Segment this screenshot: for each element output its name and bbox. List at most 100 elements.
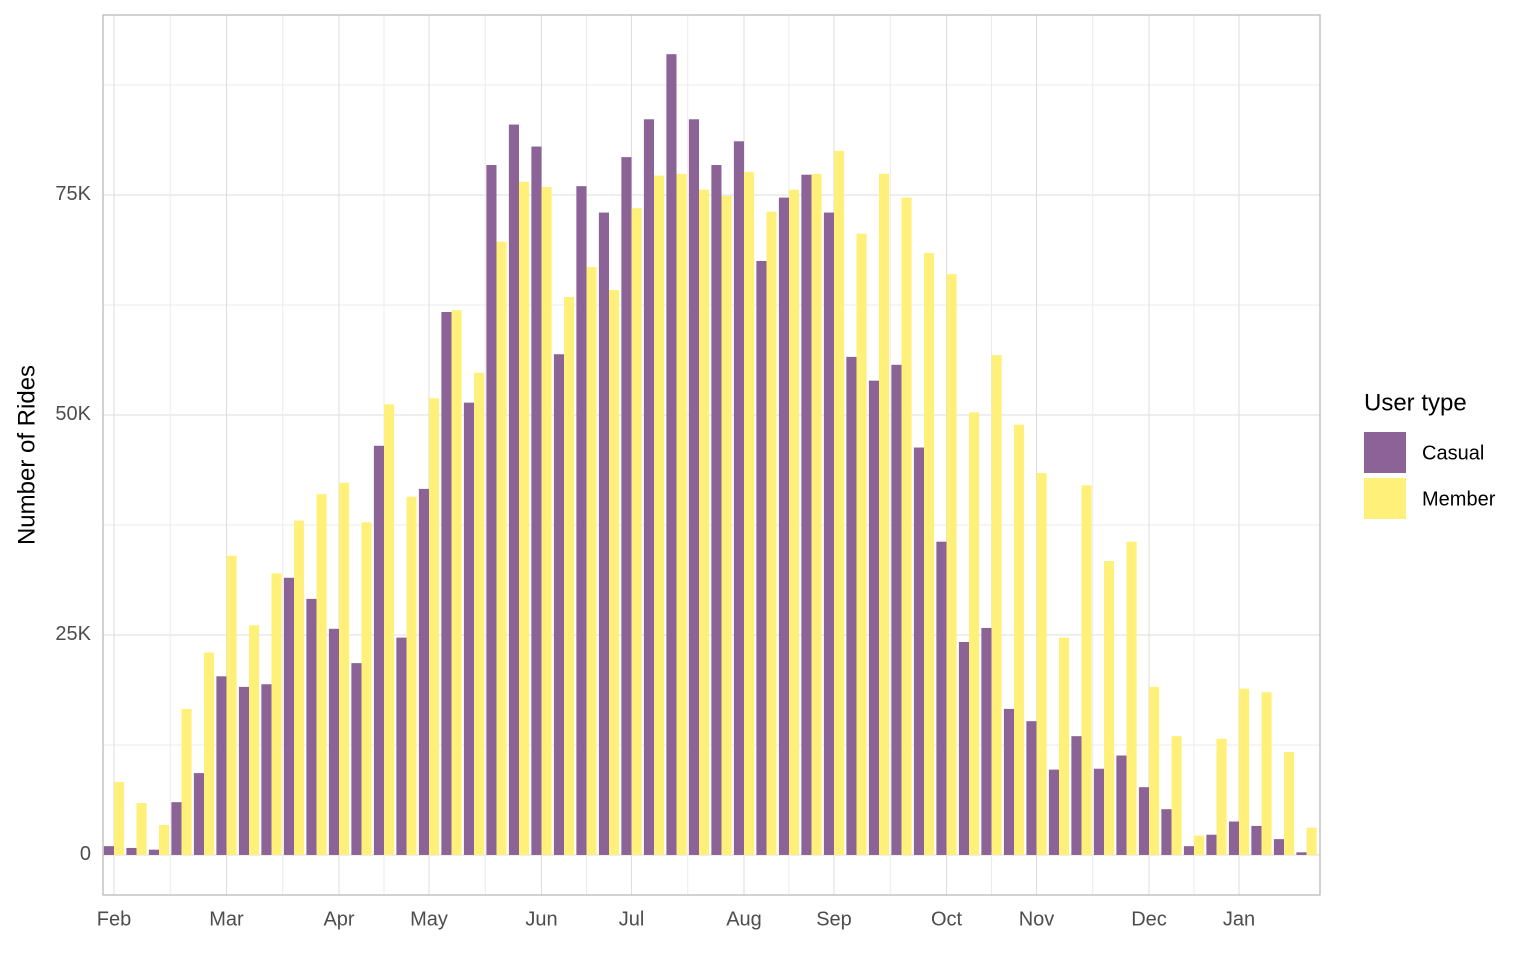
bar <box>1206 834 1217 855</box>
bar <box>1228 821 1239 855</box>
x-tick-label: May <box>410 908 448 930</box>
bar <box>1239 688 1250 855</box>
bar <box>1161 809 1172 855</box>
bar <box>1261 692 1272 855</box>
bar <box>711 165 722 855</box>
bar <box>508 124 519 855</box>
bar <box>924 253 935 855</box>
bar <box>429 398 440 855</box>
x-tick-label: Apr <box>323 908 354 930</box>
bar <box>271 573 282 855</box>
bar <box>1014 424 1025 855</box>
bar <box>576 186 587 855</box>
bar <box>103 846 114 855</box>
bar <box>609 290 620 855</box>
bar <box>541 187 552 855</box>
bar <box>936 541 947 855</box>
bar <box>733 141 744 855</box>
legend-key <box>1364 432 1406 473</box>
bar <box>1194 835 1205 855</box>
bar <box>249 625 260 855</box>
bar <box>856 233 867 855</box>
bar <box>373 445 384 855</box>
bar <box>1081 485 1092 855</box>
bar <box>946 274 957 855</box>
bar <box>1149 686 1160 855</box>
bar <box>1093 768 1104 855</box>
bar <box>171 802 182 855</box>
bar <box>1048 769 1059 855</box>
bar <box>699 189 710 855</box>
bar <box>913 447 924 855</box>
bar <box>226 555 237 855</box>
bar <box>396 637 407 855</box>
bar <box>238 686 249 855</box>
bar <box>519 181 530 855</box>
x-tick-label: Jul <box>619 908 645 930</box>
bar <box>1026 721 1037 855</box>
bar <box>766 211 777 855</box>
bar <box>958 642 969 855</box>
bar <box>1138 787 1149 855</box>
legend-label: Casual <box>1422 442 1484 464</box>
y-tick-label: 25K <box>55 623 91 645</box>
legend-label: Member <box>1422 488 1496 510</box>
bar <box>1273 839 1284 855</box>
bar <box>1116 755 1127 855</box>
y-tick-label: 50K <box>55 403 91 425</box>
bar <box>126 847 137 855</box>
bar <box>384 404 395 855</box>
bar <box>789 189 800 855</box>
bar <box>586 267 597 855</box>
bar <box>969 412 980 855</box>
bar <box>193 773 204 855</box>
bar <box>868 380 879 855</box>
bar <box>654 175 665 855</box>
bar <box>283 577 294 855</box>
bar <box>744 172 755 855</box>
bar <box>1071 736 1082 855</box>
bar <box>294 520 305 855</box>
bar <box>823 212 834 855</box>
bar <box>1171 736 1182 855</box>
legend-key <box>1364 478 1406 519</box>
bar <box>1183 846 1194 855</box>
bar <box>1036 473 1047 855</box>
bar <box>181 708 192 855</box>
bar <box>136 803 147 855</box>
bar <box>778 197 789 855</box>
bar <box>834 150 845 855</box>
bar <box>631 208 642 855</box>
bar <box>721 195 732 855</box>
bar <box>316 494 327 855</box>
bar <box>463 402 474 855</box>
bar <box>406 496 417 855</box>
bar <box>901 197 912 855</box>
bar <box>676 173 687 855</box>
bar <box>361 522 372 855</box>
bar <box>496 241 507 855</box>
x-tick-label: Jun <box>525 908 557 930</box>
bar <box>891 364 902 855</box>
panel-border <box>102 14 1321 896</box>
x-tick-label: Oct <box>931 908 963 930</box>
bar <box>441 312 452 855</box>
bar <box>553 354 564 855</box>
bar <box>148 849 159 855</box>
bar <box>474 372 485 855</box>
bar <box>261 684 272 855</box>
legend: Casual Member <box>1364 432 1496 519</box>
bar <box>811 173 822 855</box>
bar <box>216 676 227 855</box>
bar <box>621 157 632 855</box>
bar <box>531 146 542 855</box>
x-tick-label: Feb <box>97 908 131 930</box>
bar <box>1216 738 1227 855</box>
bar <box>598 212 609 855</box>
bar <box>756 260 767 855</box>
x-tick-label: Aug <box>726 908 762 930</box>
bar <box>801 174 812 855</box>
bar <box>204 652 215 855</box>
bar <box>114 781 125 855</box>
